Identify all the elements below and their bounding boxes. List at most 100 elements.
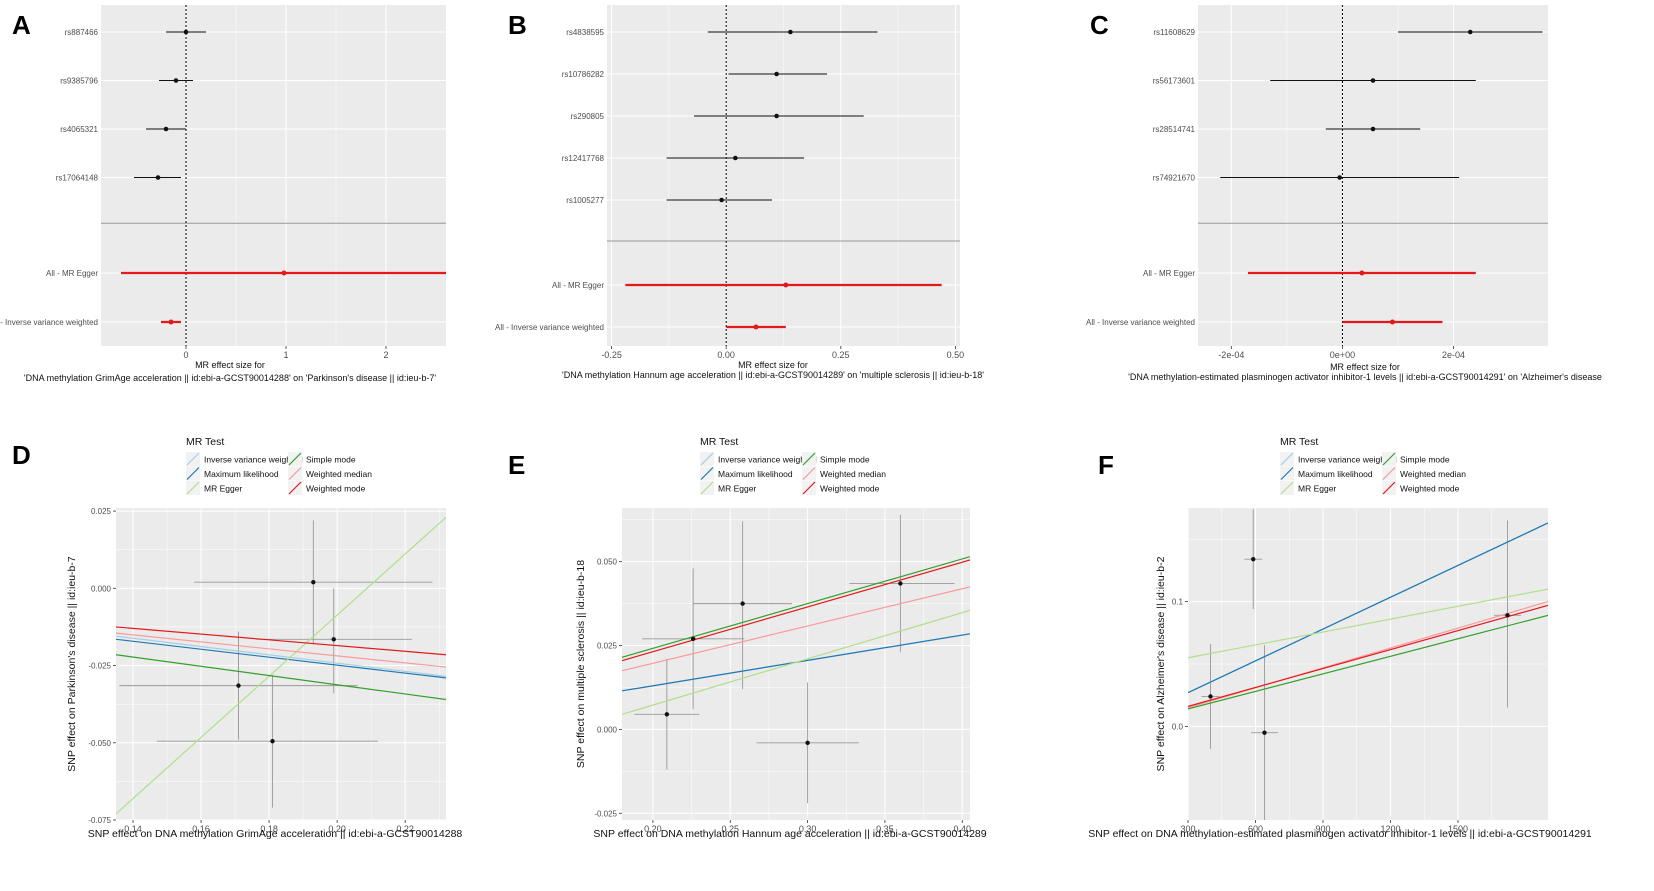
x-tick-label: 600 <box>1248 824 1263 834</box>
regression-line <box>622 556 970 658</box>
x-tick-label: 1500 <box>1448 824 1468 834</box>
legend-label: MR Egger <box>1298 484 1336 494</box>
y-tick-label: 0.000 <box>91 584 112 593</box>
summary-label: All - Inverse variance weighted <box>495 323 604 332</box>
x-axis-title-line2: 'DNA methylation GrimAge acceleration ||… <box>24 373 436 383</box>
regression-line <box>116 654 446 701</box>
y-axis-title: SNP effect on Alzheimer's disease || id:… <box>1155 556 1167 771</box>
legend-label: Weighted mode <box>820 484 880 494</box>
legend-key-line <box>288 481 302 495</box>
plot-area <box>622 514 970 804</box>
x-tick-label: 0.18 <box>260 824 278 834</box>
legend-key-line <box>1280 481 1294 495</box>
legend-key-line <box>1382 452 1396 466</box>
snp-point <box>1370 126 1376 132</box>
snp-point <box>270 739 275 744</box>
x-tick-label: 0.22 <box>396 824 414 834</box>
snp-point <box>1467 29 1473 35</box>
y-tick-label: 0.025 <box>91 507 112 516</box>
regression-line <box>116 638 446 679</box>
legend-label: Simple mode <box>306 455 356 465</box>
legend-label: Weighted median <box>306 469 372 479</box>
panel-label: E <box>508 450 525 480</box>
x-tick-label: 0.20 <box>644 824 662 834</box>
snp-label: rs12417768 <box>562 154 605 163</box>
summary-point <box>168 319 174 325</box>
y-axis-title: SNP effect on Parkinson's disease || id:… <box>66 556 78 772</box>
legend-label: Maximum likelihood <box>204 469 279 479</box>
x-tick-label: 900 <box>1315 824 1330 834</box>
legend-label: Weighted mode <box>306 484 366 494</box>
summary-label: All - MR Egger <box>46 269 98 278</box>
y-tick-label: 0.1 <box>1172 598 1184 607</box>
regression-line <box>622 586 970 672</box>
legend-key-line <box>186 467 200 480</box>
snp-point <box>805 740 810 746</box>
summary-point <box>1359 270 1365 276</box>
summary-label: All - Inverse variance weighted <box>0 318 98 327</box>
regression-line <box>1188 604 1548 708</box>
snp-point <box>331 637 336 642</box>
plot-area <box>116 516 446 815</box>
legend-key-line <box>1280 452 1294 466</box>
legend-key-line <box>186 452 200 466</box>
summary-point <box>281 270 287 276</box>
x-tick-label: -0.25 <box>601 350 622 360</box>
x-tick-label: 0.50 <box>947 350 965 360</box>
snp-point <box>1337 175 1342 180</box>
legend: MR Test Inverse variance weighted Maximum … <box>1280 436 1466 495</box>
legend-label: Maximum likelihood <box>718 469 793 479</box>
snp-point <box>1208 694 1213 699</box>
snp-point <box>740 601 745 606</box>
snp-point <box>163 126 169 132</box>
legend-label: Inverse variance weighted <box>718 455 817 465</box>
regression-line <box>622 609 970 715</box>
regression-line <box>1188 522 1548 694</box>
regression-line <box>116 516 446 815</box>
legend-title: MR Test <box>700 436 738 448</box>
regression-line <box>116 632 446 668</box>
legend-key-line <box>700 481 714 495</box>
y-tick-label: -0.025 <box>88 662 111 671</box>
scatter-plot-e: E MR Test Inverse variance weighted Maximum… <box>508 436 987 840</box>
legend-label: Maximum likelihood <box>1298 469 1373 479</box>
snp-label: rs28514741 <box>1153 125 1196 134</box>
x-tick-label: 0.25 <box>832 350 850 360</box>
panel-label: C <box>1090 10 1109 40</box>
panel-label: F <box>1098 450 1114 480</box>
x-axis-title: SNP effect on DNA methylation Hannum age… <box>593 828 986 840</box>
x-tick-label: 0 <box>183 350 188 360</box>
snp-label: rs9385796 <box>60 77 98 86</box>
y-axis-title: SNP effect on multiple sclerosis || id:i… <box>575 560 587 768</box>
snp-label: rs887466 <box>65 28 99 37</box>
x-axis-title-line2: 'DNA methylation Hannum age acceleration… <box>562 370 984 380</box>
snp-point <box>1370 78 1376 83</box>
y-tick-label: 0.025 <box>597 642 618 651</box>
snp-label: rs17064148 <box>56 174 99 183</box>
x-tick-label: 300 <box>1180 824 1195 834</box>
x-axis-title: SNP effect on DNA methylation-estimated … <box>1088 828 1592 840</box>
x-axis-title-line1: MR effect size for <box>195 360 265 370</box>
y-tick-label: 0.0 <box>1172 722 1184 731</box>
legend-key-line <box>1382 467 1396 480</box>
snp-point <box>774 71 779 77</box>
y-tick-label: 0.050 <box>597 558 618 567</box>
snp-label: rs1005277 <box>566 196 604 205</box>
x-tick-label: 0.40 <box>954 824 972 834</box>
legend-label: Weighted median <box>1400 469 1466 479</box>
plot-area <box>1188 509 1548 820</box>
y-tick-label: -0.075 <box>88 816 111 825</box>
panel-label: A <box>12 10 31 40</box>
snp-point <box>774 113 779 119</box>
snp-point <box>1251 556 1256 562</box>
legend-label: MR Egger <box>204 484 242 494</box>
x-tick-label: 0.20 <box>328 824 346 834</box>
y-tick-label: -0.050 <box>88 739 111 748</box>
legend-key-line <box>1382 481 1396 495</box>
x-tick-label: 0.30 <box>799 824 817 834</box>
legend-label: Weighted mode <box>1400 484 1460 494</box>
legend-label: Inverse variance weighted <box>204 455 303 465</box>
snp-label: rs10786282 <box>562 70 605 79</box>
